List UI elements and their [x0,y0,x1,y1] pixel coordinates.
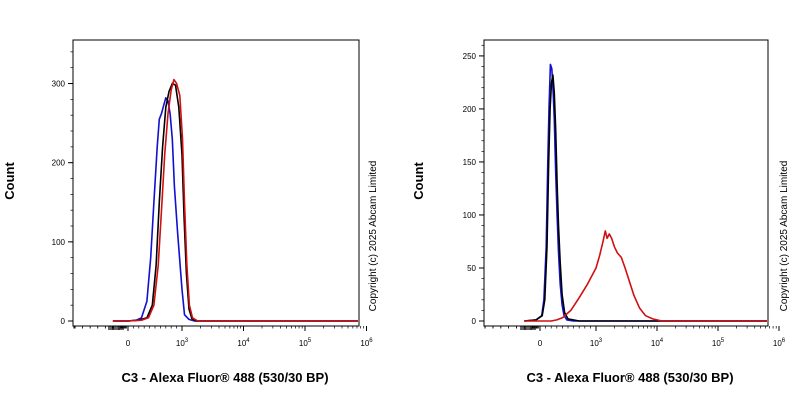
histogram-series-line [524,74,767,322]
x-tick-label: 106 [360,338,373,348]
x-tick-label: 0 [126,339,131,348]
x-tick-label: 106 [773,338,786,348]
histogram-series-line [112,82,358,322]
x-tick-label: 105 [712,338,725,348]
left-plot-frame [72,39,360,327]
left-series-group [112,78,358,322]
histogram-series-line [112,97,358,322]
y-tick-label: 150 [463,158,477,167]
histogram-series-line [112,78,358,322]
right-plot-frame [483,39,769,327]
right-x-ticks: 0 103 104 105 106 [484,326,786,348]
x-tick-label: 103 [590,338,603,348]
x-tick-label: 0 [538,339,543,348]
y-tick-label: 250 [463,52,477,61]
right-x-axis-title: C3 - Alexa Fluor® 488 (530/30 BP) [526,370,733,385]
x-tick-label: 105 [299,338,312,348]
y-tick-label: 300 [52,80,66,89]
right-histogram-panel: 0 50 100 150 200 250 0 103 104 105 106 Count C3 -… [411,39,790,385]
histogram-series-line [524,63,767,322]
left-x-ticks: 0 103 104 105 106 [73,326,373,348]
x-tick-label: 103 [176,338,189,348]
x-tick-label: 104 [651,338,664,348]
left-histogram-panel: 0 100 200 300 0 103 104 105 106 Count C3 - Alex… [2,39,379,385]
right-copyright-annotation: Copyright (c) 2025 Abcam Limited [779,161,790,312]
right-series-group [524,63,767,322]
y-tick-label: 0 [472,317,477,326]
left-y-ticks: 0 100 200 300 [52,51,73,326]
x-tick-label: 104 [237,338,250,348]
left-y-axis-title: Count [2,162,17,200]
y-tick-label: 200 [463,105,477,114]
histogram-series-line [524,230,767,322]
y-tick-label: 0 [61,317,66,326]
left-x-axis-title: C3 - Alexa Fluor® 488 (530/30 BP) [121,370,328,385]
right-y-axis-title: Count [411,162,426,200]
left-copyright-annotation: Copyright (c) 2025 Abcam Limited [368,161,379,312]
y-tick-label: 50 [467,264,476,273]
y-tick-label: 100 [52,238,66,247]
y-tick-label: 100 [463,211,477,220]
y-tick-label: 200 [52,159,66,168]
right-y-ticks: 0 50 100 150 200 250 [463,44,484,326]
